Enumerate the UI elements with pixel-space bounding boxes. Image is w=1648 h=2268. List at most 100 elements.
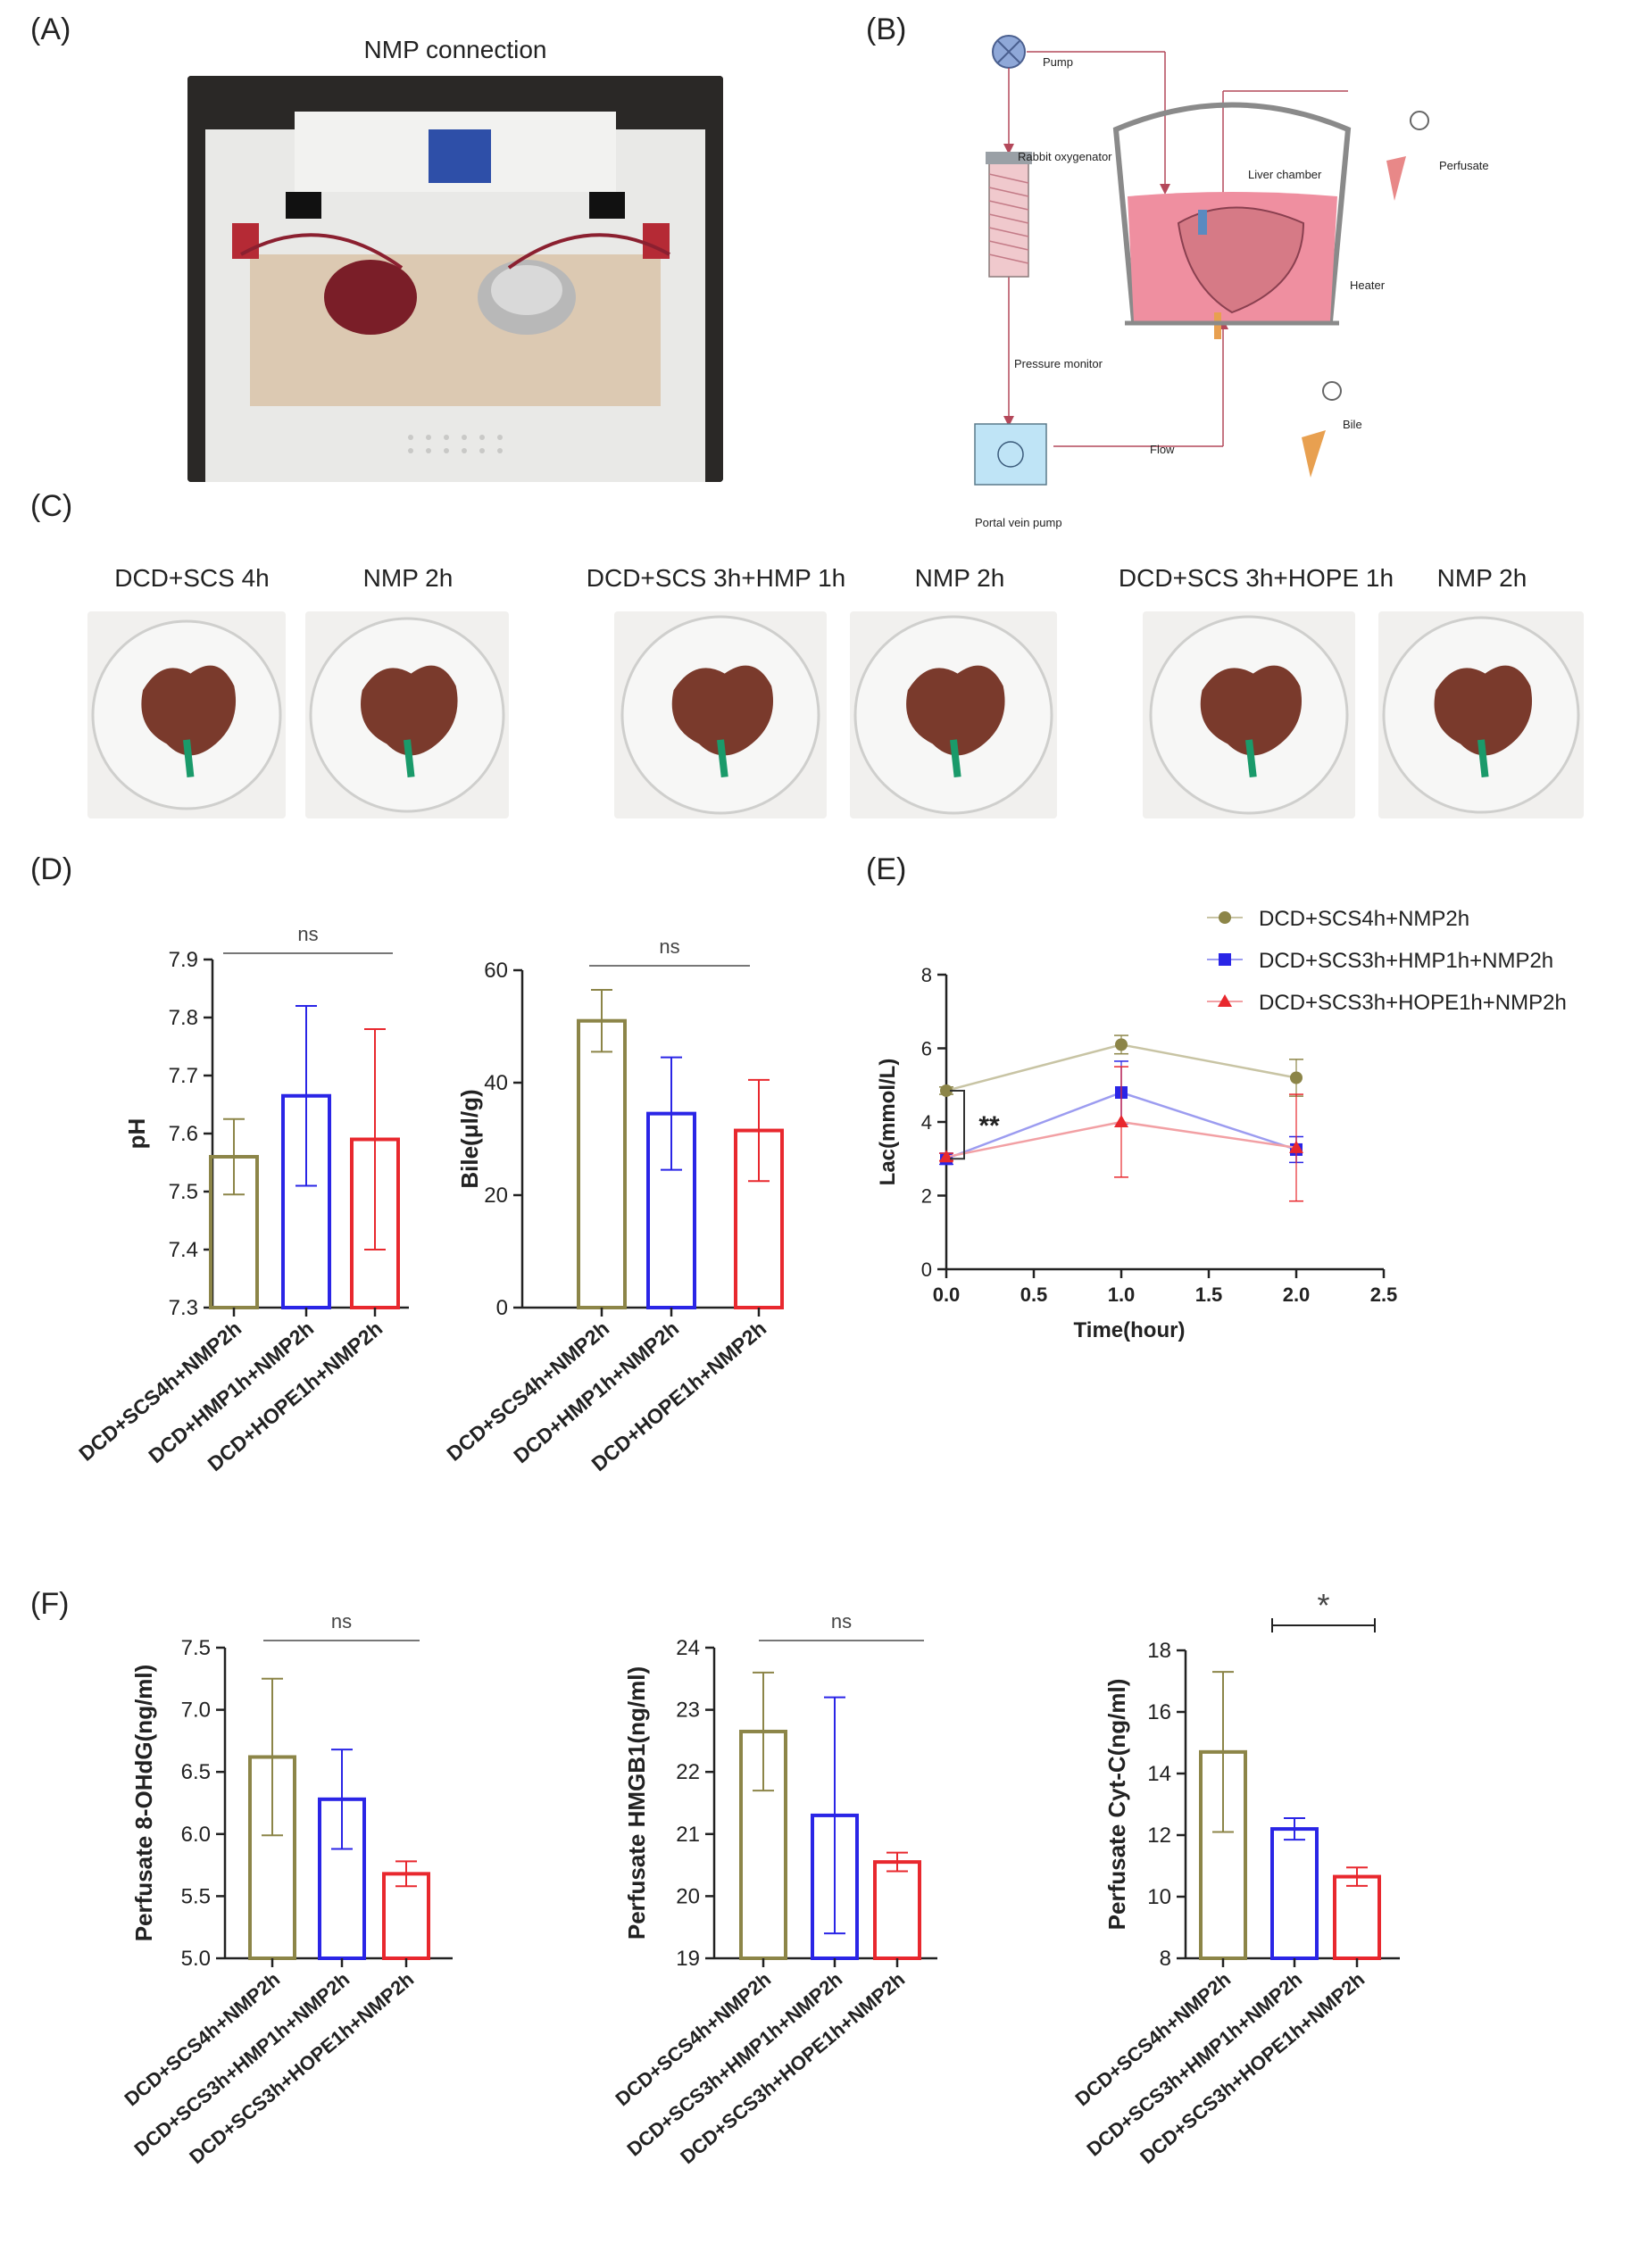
- pressure-monitor-label: Pressure monitor: [1014, 357, 1103, 370]
- bar: [1270, 1827, 1319, 1961]
- y-tick-label: 19: [676, 1947, 700, 1971]
- y-axis-label: pH: [123, 1118, 150, 1150]
- x-axis-label: Time(hour): [1074, 1318, 1186, 1342]
- y-tick-label: 16: [1147, 1700, 1171, 1724]
- y-tick-label: 7.5: [169, 1180, 198, 1204]
- caption-c2: NMP 2h: [362, 564, 454, 592]
- y-axis-label: Perfusate HMGB1(ng/ml): [623, 1666, 650, 1940]
- bar: [577, 1018, 627, 1309]
- bile-tube-icon: [1302, 381, 1342, 478]
- y-tick-label: 0: [496, 1296, 508, 1320]
- liver-photo-1: [87, 611, 286, 818]
- significance-label: **: [978, 1111, 1000, 1141]
- y-tick-label: 6: [921, 1038, 932, 1060]
- y-axis-label: Perfusate Cyt-C(ng/ml): [1103, 1679, 1130, 1931]
- data-point: [1115, 1038, 1128, 1051]
- liver-chamber-icon: [1112, 102, 1352, 339]
- pump-label: Pump: [1043, 55, 1073, 69]
- y-tick-label: 7.6: [169, 1122, 198, 1146]
- perfusate-tube-icon: [1386, 111, 1429, 201]
- caption-c6: NMP 2h: [1436, 564, 1527, 592]
- panel-label-f: (F): [30, 1587, 70, 1621]
- y-tick-label: 8: [921, 964, 932, 986]
- x-tick-label: 0.0: [933, 1284, 961, 1306]
- chart-D-pH: 7.37.47.57.67.77.87.9pHDCD+SCS4h+NMP2hDC…: [74, 923, 409, 1475]
- y-tick-label: 0: [921, 1259, 932, 1281]
- chart-F-8OHdG: 5.0 5.5 6.0 6.5 7.0 7.5 Perfusate 8-OHdG(ng/ml…: [121, 1610, 453, 2168]
- y-tick-label: 5.5: [181, 1884, 211, 1908]
- y-tick-label: 7.9: [169, 948, 198, 972]
- y-tick-label: 40: [484, 1071, 508, 1095]
- y-tick-label: 24: [676, 1636, 700, 1660]
- perfusion-schematic: [964, 18, 1464, 491]
- significance-label: ns: [659, 935, 679, 958]
- x-tick-label: DCD+SCS3h+HOPE1h+NMP2h: [1136, 1968, 1369, 2169]
- caption-c1: DCD+SCS 4h: [114, 564, 270, 592]
- panel-label-a: (A): [30, 12, 71, 46]
- caption-c3: DCD+SCS 3h+HMP 1h: [586, 564, 846, 592]
- data-point: [1289, 1140, 1303, 1153]
- y-tick-label: 7.4: [169, 1238, 198, 1262]
- x-tick-label: 2.5: [1370, 1284, 1398, 1306]
- y-tick-label: 10: [1147, 1885, 1171, 1909]
- legend-label: DCD+SCS3h+HMP1h+NMP2h: [1259, 949, 1553, 973]
- flow-label: Flow: [1150, 443, 1175, 456]
- y-tick-label: 60: [484, 959, 508, 983]
- liver-photo-4: [850, 611, 1057, 818]
- data-point: [1290, 1071, 1303, 1084]
- y-tick-label: 22: [676, 1760, 700, 1784]
- y-tick-label: 7.7: [169, 1064, 198, 1088]
- x-tick-label: DCD+HOPE1h+NMP2h: [587, 1317, 771, 1475]
- bar: [1333, 1874, 1381, 1960]
- y-tick-label: 23: [676, 1699, 700, 1723]
- y-tick-label: 2: [921, 1185, 932, 1208]
- oxygenator-icon: [986, 152, 1032, 278]
- chart-F-CytC: 8 10 12 14 16 18 Perfusate Cyt-C(ng/ml) DCD+SCS…: [1071, 1587, 1400, 2168]
- portal-vein-pump-label: Portal vein pump: [975, 516, 1062, 529]
- caption-c4: NMP 2h: [914, 564, 1005, 592]
- y-tick-label: 20: [676, 1884, 700, 1908]
- legend-marker: [1218, 994, 1232, 1007]
- y-tick-label: 6.5: [181, 1760, 211, 1784]
- x-tick-label: 1.0: [1108, 1284, 1136, 1306]
- y-axis-label: Bile(μl/g): [456, 1089, 483, 1188]
- chart-D-Bile: 0204060Bile(μl/g)DCD+SCS4h+NMP2hDCD+HMP1…: [442, 935, 784, 1475]
- x-tick-label: 2.0: [1283, 1284, 1311, 1306]
- y-tick-label: 8: [1160, 1947, 1171, 1971]
- significance-label: ns: [297, 923, 318, 945]
- significance-label: ns: [331, 1610, 352, 1632]
- liver-photo-6: [1378, 611, 1584, 818]
- portal-vein-pump-icon: [974, 423, 1047, 486]
- perfusate-label: Perfusate: [1439, 159, 1489, 172]
- y-tick-label: 18: [1147, 1639, 1171, 1663]
- y-tick-label: 7.5: [181, 1636, 211, 1660]
- chart-E-Lac: 0 2 4 6 8 0.0 0.5 1.0 1.5 2.0 2.5 Time(hour) Lac(mmo…: [876, 907, 1567, 1342]
- significance-bracket: [950, 1089, 965, 1160]
- liver-photo-5: [1143, 611, 1355, 818]
- y-tick-label: 7.3: [169, 1296, 198, 1320]
- legend-marker: [1219, 911, 1231, 924]
- liver-photo-2: [305, 611, 509, 818]
- x-tick-label: 1.5: [1195, 1284, 1223, 1306]
- significance-label: ns: [831, 1610, 852, 1632]
- bile-label: Bile: [1343, 418, 1362, 431]
- panel-label-d: (D): [30, 852, 73, 886]
- y-tick-label: 6.0: [181, 1823, 211, 1847]
- y-tick-label: 7.0: [181, 1699, 211, 1723]
- y-axis-label: Perfusate 8-OHdG(ng/ml): [130, 1665, 157, 1942]
- caption-c5: DCD+SCS 3h+HOPE 1h: [1118, 564, 1394, 592]
- y-tick-label: 21: [676, 1823, 700, 1847]
- legend-label: DCD+SCS4h+NMP2h: [1259, 907, 1469, 931]
- y-tick-label: 20: [484, 1184, 508, 1208]
- chart-F-HMGB1: 19 20 21 22 23 24 Perfusate HMGB1(ng/ml) DCD+SC…: [612, 1610, 937, 2168]
- y-tick-label: 4: [921, 1111, 932, 1134]
- legend-marker: [1219, 953, 1231, 966]
- panel-label-b: (B): [866, 12, 907, 46]
- oxygenator-label: Rabbit oxygenator: [1018, 150, 1112, 163]
- nmp-connection-title: NMP connection: [363, 36, 547, 63]
- y-tick-label: 5.0: [181, 1947, 211, 1971]
- nmp-device-photo: [187, 76, 723, 482]
- data-point: [940, 1084, 953, 1097]
- x-tick-label: DCD+SCS3h+HOPE1h+NMP2h: [676, 1968, 909, 2169]
